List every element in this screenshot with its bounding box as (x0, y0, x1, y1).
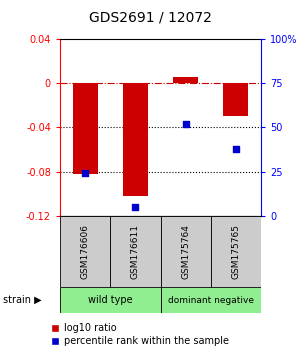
Bar (211, 216, 261, 287)
Bar (110, 216, 160, 287)
Bar (223, 83, 248, 116)
Bar (173, 76, 198, 83)
Text: GSM176606: GSM176606 (81, 224, 90, 279)
Bar (60, 216, 110, 287)
Bar (123, 83, 148, 196)
Text: dominant negative: dominant negative (168, 296, 254, 304)
Bar (160, 287, 261, 313)
Text: GSM176611: GSM176611 (131, 224, 140, 279)
Bar (160, 216, 211, 287)
Legend: log10 ratio, percentile rank within the sample: log10 ratio, percentile rank within the … (50, 324, 230, 346)
Text: GDS2691 / 12072: GDS2691 / 12072 (88, 11, 212, 25)
Text: strain ▶: strain ▶ (3, 295, 42, 305)
Text: wild type: wild type (88, 295, 133, 305)
Point (183, 121, 188, 127)
Text: GSM175765: GSM175765 (231, 224, 240, 279)
Point (83, 171, 88, 176)
Bar (60, 287, 160, 313)
Point (133, 204, 138, 210)
Text: GSM175764: GSM175764 (181, 224, 190, 279)
Point (233, 146, 238, 152)
Bar (73, 83, 98, 174)
